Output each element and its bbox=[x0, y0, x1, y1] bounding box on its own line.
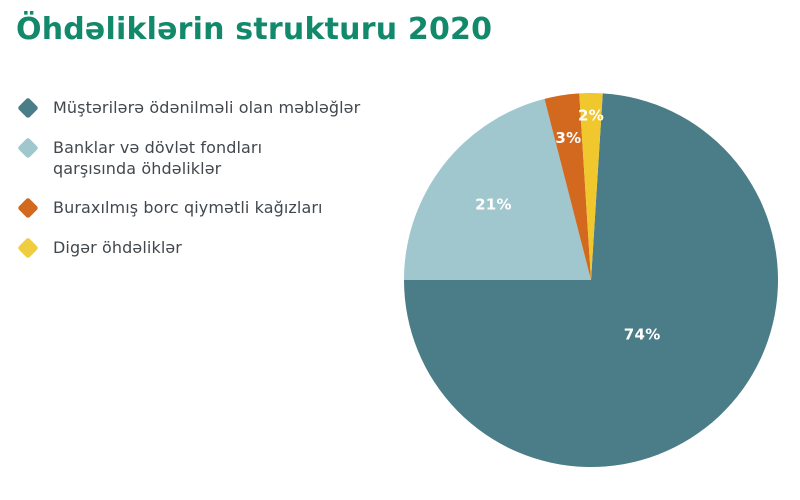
pie-slice-label-3: 2% bbox=[578, 106, 604, 124]
pie-slice-1 bbox=[404, 98, 591, 281]
diamond-marker-icon bbox=[18, 198, 38, 218]
pie-slice-label-0: 74% bbox=[624, 326, 661, 344]
pie-chart: 74% 21% 3% 2% bbox=[404, 93, 778, 467]
legend-item-0: Müştərilərə ödənilməli olan məbləğlər bbox=[17, 97, 360, 119]
page-title: Öhdəliklərin strukturu 2020 bbox=[16, 12, 493, 47]
diamond-marker-icon bbox=[18, 98, 38, 118]
diamond-marker-icon bbox=[18, 138, 38, 158]
diamond-marker-icon bbox=[18, 238, 38, 258]
pie-slice-label-1: 21% bbox=[475, 195, 512, 213]
chart-legend: Müştərilərə ödənilməli olan məbləğlər Ba… bbox=[17, 97, 360, 259]
legend-label: Müştərilərə ödənilməli olan məbləğlər bbox=[53, 98, 361, 117]
pie-slice-3 bbox=[579, 93, 603, 280]
legend-label: Digər öhdəliklər bbox=[53, 238, 182, 257]
legend-label: Buraxılmış borc qiymətli kağızları bbox=[53, 198, 323, 217]
legend-label: Banklar və dövlət fondları qarşısında öh… bbox=[53, 138, 263, 178]
legend-item-1: Banklar və dövlət fondları qarşısında öh… bbox=[17, 137, 360, 179]
legend-item-2: Buraxılmış borc qiymətli kağızları bbox=[17, 197, 360, 219]
pie-slice-label-2: 3% bbox=[555, 129, 581, 147]
legend-item-3: Digər öhdəliklər bbox=[17, 237, 360, 259]
pie-slice-0 bbox=[404, 93, 778, 467]
pie-slice-2 bbox=[544, 93, 591, 280]
